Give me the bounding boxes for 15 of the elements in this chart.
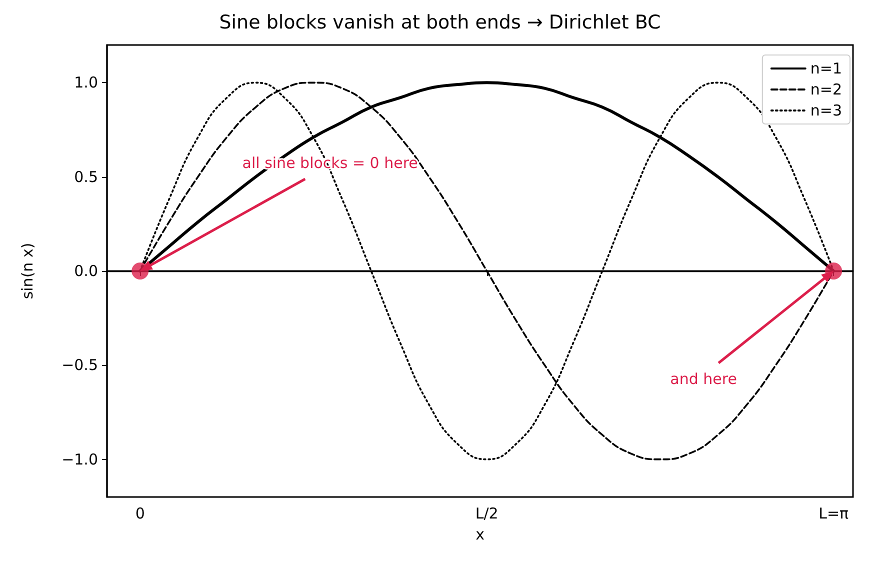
y-tick-label: 0.0: [74, 262, 98, 280]
y-tick-label: 0.5: [74, 168, 98, 186]
legend-label: n=2: [810, 80, 842, 98]
y-tick-label: −1.0: [62, 450, 98, 468]
x-tick-label: L/2: [475, 504, 498, 522]
x-axis-title: x: [476, 526, 485, 544]
y-tick-label: −0.5: [62, 356, 98, 374]
x-tick-label: 0: [135, 504, 145, 522]
x-tick-label: L=π: [818, 504, 849, 522]
annotation: and here: [670, 370, 737, 388]
legend-label: n=1: [810, 60, 842, 78]
y-tick-label: 1.0: [74, 74, 98, 92]
y-axis-title: sin(n x): [18, 242, 36, 300]
legend-label: n=3: [810, 102, 842, 120]
chart-title: Sine blocks vanish at both ends → Dirichlet BC: [219, 12, 661, 34]
